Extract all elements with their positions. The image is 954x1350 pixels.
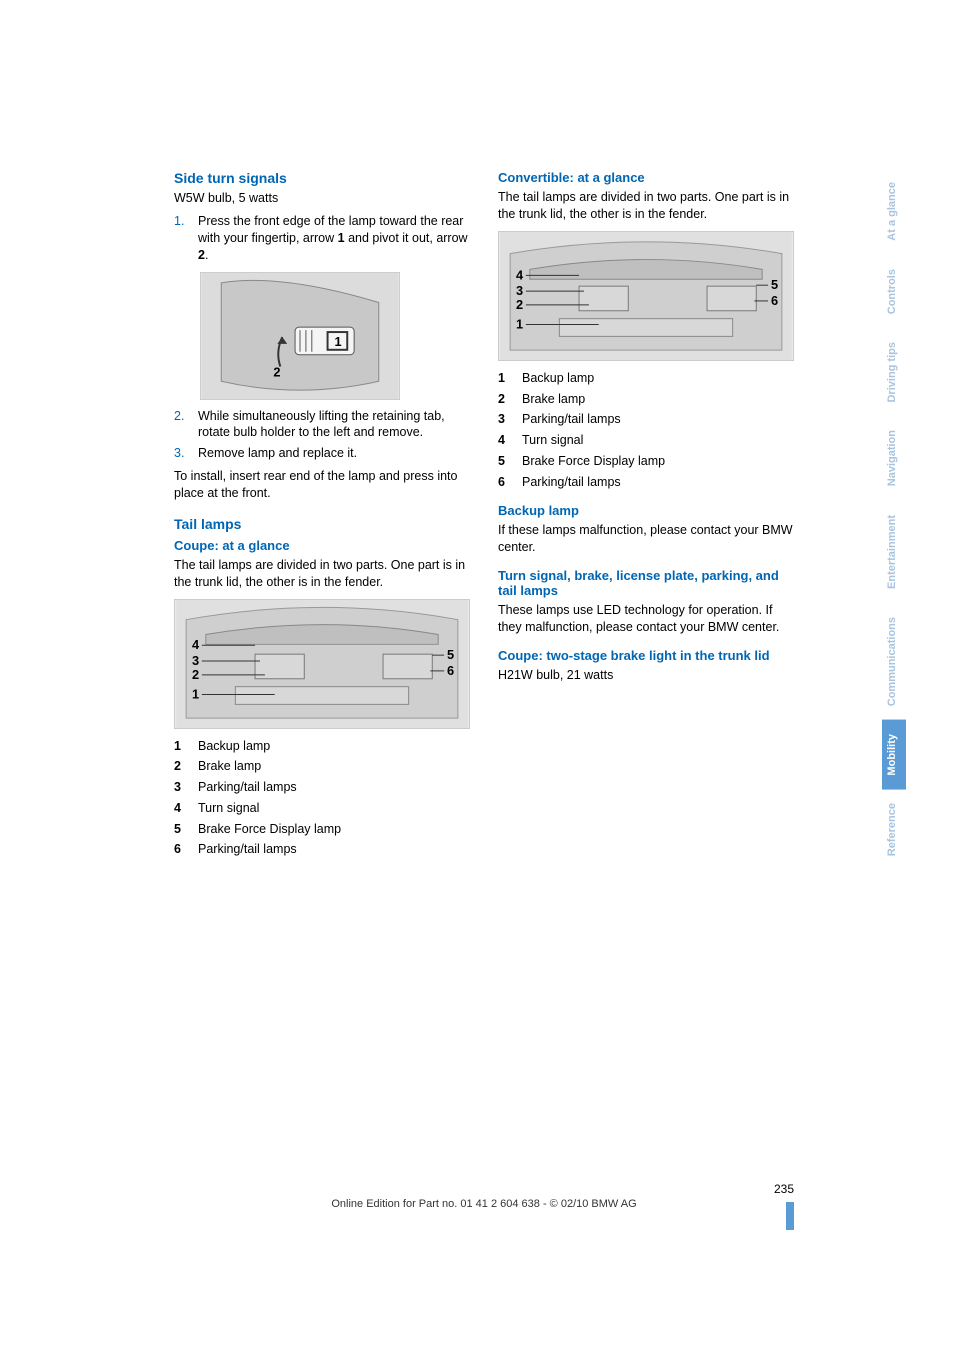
install-note: To install, insert rear end of the lamp … bbox=[174, 468, 470, 502]
step-number: 2. bbox=[174, 408, 188, 442]
legend-item: 4Turn signal bbox=[174, 799, 470, 818]
step: 1. Press the front edge of the lamp towa… bbox=[174, 213, 470, 264]
step-text: While simultaneously lifting the retaini… bbox=[198, 408, 470, 442]
svg-text:2: 2 bbox=[516, 297, 523, 312]
legend-convertible: 1Backup lamp 2Brake lamp 3Parking/tail l… bbox=[498, 369, 794, 492]
tab-reference[interactable]: Reference bbox=[882, 789, 906, 870]
legend-item: 3Parking/tail lamps bbox=[174, 778, 470, 797]
svg-text:5: 5 bbox=[771, 277, 778, 292]
heading-convertible: Convertible: at a glance bbox=[498, 170, 794, 185]
step-text: Press the front edge of the lamp toward … bbox=[198, 213, 470, 264]
legend-item: 2Brake lamp bbox=[174, 757, 470, 776]
svg-text:6: 6 bbox=[771, 293, 778, 308]
legend-item: 2Brake lamp bbox=[498, 390, 794, 409]
legend-item: 6Parking/tail lamps bbox=[174, 840, 470, 859]
svg-text:2: 2 bbox=[192, 666, 199, 681]
legend-item: 1Backup lamp bbox=[174, 737, 470, 756]
heading-backup-lamp: Backup lamp bbox=[498, 503, 794, 518]
tail-lamps-desc: The tail lamps are divided in two parts.… bbox=[174, 557, 470, 591]
car-rear-diagram-icon: 4 3 2 1 5 6 bbox=[175, 600, 469, 728]
legend-item: 5Brake Force Display lamp bbox=[498, 452, 794, 471]
tab-navigation[interactable]: Navigation bbox=[882, 416, 906, 500]
svg-text:5: 5 bbox=[447, 647, 454, 662]
heading-side-turn-signals: Side turn signals bbox=[174, 170, 470, 186]
legend-item: 3Parking/tail lamps bbox=[498, 410, 794, 429]
coupe-two-stage-bulb: H21W bulb, 21 watts bbox=[498, 667, 794, 684]
svg-text:1: 1 bbox=[516, 316, 523, 331]
tab-mobility[interactable]: Mobility bbox=[882, 720, 906, 790]
legend-item: 4Turn signal bbox=[498, 431, 794, 450]
callout-2: 2 bbox=[273, 364, 280, 379]
footer-accent-bar bbox=[786, 1202, 794, 1230]
tab-controls[interactable]: Controls bbox=[882, 255, 906, 328]
heading-tail-lamps: Tail lamps bbox=[174, 516, 470, 532]
lamp-diagram-icon: 1 2 bbox=[201, 273, 399, 399]
heading-coupe-two-stage: Coupe: two-stage brake light in the trun… bbox=[498, 648, 794, 663]
legend-item: 5Brake Force Display lamp bbox=[174, 820, 470, 839]
section-tabs: At a glance Controls Driving tips Naviga… bbox=[882, 168, 906, 871]
step-number: 3. bbox=[174, 445, 188, 462]
left-column: Side turn signals W5W bulb, 5 watts 1. P… bbox=[174, 170, 470, 861]
page-footer: 235 Online Edition for Part no. 01 41 2 … bbox=[174, 1182, 794, 1210]
legend-item: 6Parking/tail lamps bbox=[498, 473, 794, 492]
figure-side-turn-signal: 1 2 bbox=[200, 272, 400, 400]
tab-driving-tips[interactable]: Driving tips bbox=[882, 328, 906, 417]
step-number: 1. bbox=[174, 213, 188, 264]
car-rear-diagram-icon: 4 3 2 1 5 6 bbox=[499, 232, 793, 360]
subheading-coupe: Coupe: at a glance bbox=[174, 538, 470, 553]
step-list-cont: 2. While simultaneously lifting the reta… bbox=[174, 408, 470, 463]
page-number: 235 bbox=[174, 1182, 794, 1196]
svg-text:4: 4 bbox=[516, 267, 524, 282]
figure-convertible-tail: 4 3 2 1 5 6 bbox=[498, 231, 794, 361]
svg-text:3: 3 bbox=[192, 653, 199, 668]
tab-communications[interactable]: Communications bbox=[882, 603, 906, 720]
step: 3. Remove lamp and replace it. bbox=[174, 445, 470, 462]
convertible-desc: The tail lamps are divided in two parts.… bbox=[498, 189, 794, 223]
heading-turn-signal: Turn signal, brake, license plate, parki… bbox=[498, 568, 794, 598]
legend-coupe: 1Backup lamp 2Brake lamp 3Parking/tail l… bbox=[174, 737, 470, 860]
step: 2. While simultaneously lifting the reta… bbox=[174, 408, 470, 442]
right-column: Convertible: at a glance The tail lamps … bbox=[498, 170, 794, 861]
step-list: 1. Press the front edge of the lamp towa… bbox=[174, 213, 470, 264]
svg-text:4: 4 bbox=[192, 637, 200, 652]
tab-at-a-glance[interactable]: At a glance bbox=[882, 168, 906, 255]
svg-text:1: 1 bbox=[192, 686, 199, 701]
callout-1: 1 bbox=[334, 333, 341, 348]
tab-entertainment[interactable]: Entertainment bbox=[882, 501, 906, 603]
bulb-spec: W5W bulb, 5 watts bbox=[174, 190, 470, 207]
backup-text: If these lamps malfunction, please conta… bbox=[498, 522, 794, 556]
step-text: Remove lamp and replace it. bbox=[198, 445, 357, 462]
edition-line: Online Edition for Part no. 01 41 2 604 … bbox=[174, 1198, 794, 1210]
turn-signal-text: These lamps use LED technology for opera… bbox=[498, 602, 794, 636]
figure-coupe-tail: 4 3 2 1 5 6 bbox=[174, 599, 470, 729]
svg-text:3: 3 bbox=[516, 283, 523, 298]
content-area: Side turn signals W5W bulb, 5 watts 1. P… bbox=[174, 170, 794, 861]
legend-item: 1Backup lamp bbox=[498, 369, 794, 388]
svg-text:6: 6 bbox=[447, 662, 454, 677]
